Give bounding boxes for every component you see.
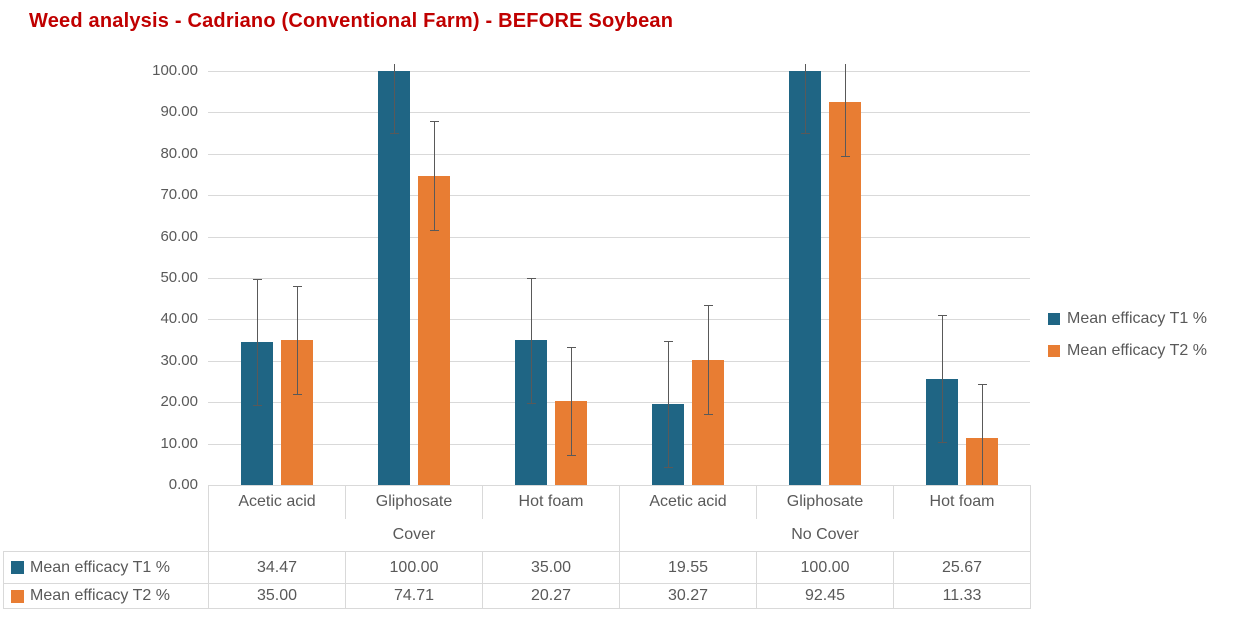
- error-bar: [530, 277, 532, 403]
- error-bar: [433, 121, 435, 231]
- error-bar: [981, 384, 983, 485]
- error-bar-cap: [566, 454, 576, 456]
- error-bar: [707, 305, 709, 415]
- value-cell: 20.27: [482, 583, 620, 609]
- y-axis-tick-label: 60.00: [160, 227, 198, 245]
- error-bar-cap: [292, 394, 302, 396]
- error-bar: [296, 285, 298, 395]
- series-swatch-icon: [11, 589, 24, 603]
- data-table: Acetic acid Gliphosate Hot foam Acetic acid…: [3, 485, 1031, 609]
- error-bar-cap: [663, 341, 673, 343]
- category-header: Gliphosate: [345, 485, 483, 519]
- series-name: Mean efficacy T2 %: [30, 587, 170, 604]
- y-axis-tick-label: 0.00: [168, 476, 198, 493]
- series-row-header: Mean efficacy T1 %: [3, 551, 209, 584]
- error-bar: [804, 64, 806, 134]
- value-cell: 35.00: [482, 551, 620, 584]
- error-bar-cap: [800, 133, 810, 135]
- value-cell: 35.00: [208, 583, 346, 609]
- error-bar-cap: [389, 133, 399, 135]
- error-bar: [667, 341, 669, 467]
- y-axis-tick-label: 40.00: [160, 310, 198, 328]
- value-cell: 30.27: [619, 583, 757, 609]
- value-cell: 100.00: [345, 551, 483, 584]
- series-row-header: Mean efficacy T2 %: [3, 583, 209, 609]
- value-cell: 74.71: [345, 583, 483, 609]
- gridline: [208, 443, 1030, 445]
- group-header: Cover: [208, 518, 620, 552]
- gridline: [208, 195, 1030, 197]
- chart-title: Weed analysis - Cadriano (Conventional F…: [29, 10, 674, 32]
- legend-swatch-icon: [1048, 345, 1060, 357]
- group-header: No Cover: [619, 518, 1031, 552]
- series-name: Mean efficacy T1 %: [30, 558, 170, 576]
- bar-mean-efficacy-t1-: [788, 71, 821, 485]
- error-bar-cap: [703, 414, 713, 416]
- error-bar: [570, 347, 572, 455]
- error-bar: [393, 64, 395, 134]
- legend-label: Mean efficacy T2 %: [1067, 342, 1207, 359]
- error-bar: [941, 315, 943, 443]
- table-corner-blank: [4, 486, 209, 519]
- y-axis-tick-label: 80.00: [160, 144, 198, 162]
- error-bar-cap: [840, 156, 850, 158]
- gridline: [208, 236, 1030, 238]
- value-cell: 92.45: [756, 583, 894, 609]
- gridline: [208, 278, 1030, 279]
- error-bar-cap: [937, 442, 947, 444]
- error-bar-cap: [292, 285, 302, 287]
- y-axis-tick-label: 20.00: [160, 393, 198, 411]
- error-bar-cap: [937, 315, 947, 317]
- value-cell: 25.67: [893, 551, 1031, 584]
- y-axis-tick-label: 90.00: [160, 103, 198, 121]
- error-bar: [256, 279, 258, 406]
- legend-item: Mean efficacy T1 %: [1048, 303, 1207, 335]
- gridline: [208, 153, 1030, 155]
- error-bar: [844, 64, 846, 157]
- error-bar-cap: [429, 230, 439, 232]
- error-bar-cap: [663, 466, 673, 468]
- y-axis-tick-label: 30.00: [160, 351, 198, 369]
- error-bar-cap: [429, 121, 439, 123]
- gridline: [208, 402, 1030, 404]
- y-axis-tick-label: 50.00: [160, 269, 198, 286]
- gridline: [208, 112, 1030, 114]
- category-header: Gliphosate: [756, 485, 894, 519]
- error-bar-cap: [526, 402, 536, 404]
- error-bar-cap: [977, 384, 987, 386]
- table-corner-blank: [4, 519, 209, 552]
- category-header: Hot foam: [482, 485, 620, 519]
- gridline: [208, 360, 1030, 362]
- error-bar-cap: [526, 277, 536, 279]
- value-cell: 100.00: [756, 551, 894, 584]
- error-bar-cap: [566, 347, 576, 349]
- error-bar-cap: [252, 279, 262, 281]
- gridline: [208, 71, 1030, 72]
- y-axis-tick-label: 10.00: [160, 434, 198, 452]
- y-axis-tick-label: 100.00: [152, 62, 198, 79]
- y-axis-tick-label: 70.00: [160, 186, 198, 204]
- legend: Mean efficacy T1 % Mean efficacy T2 %: [1048, 303, 1207, 367]
- legend-item: Mean efficacy T2 %: [1048, 335, 1207, 367]
- legend-swatch-icon: [1048, 313, 1060, 325]
- error-bar-cap: [252, 405, 262, 407]
- legend-label: Mean efficacy T1 %: [1067, 310, 1207, 327]
- series-swatch-icon: [11, 561, 24, 574]
- value-cell: 34.47: [208, 551, 346, 584]
- category-header: Acetic acid: [208, 485, 346, 519]
- bar-mean-efficacy-t2-: [828, 102, 861, 485]
- plot-area: [208, 64, 1030, 485]
- category-header: Acetic acid: [619, 485, 757, 519]
- gridline: [208, 319, 1030, 321]
- error-bar-cap: [703, 305, 713, 307]
- category-header: Hot foam: [893, 485, 1031, 519]
- value-cell: 11.33: [893, 583, 1031, 609]
- value-cell: 19.55: [619, 551, 757, 584]
- bar-mean-efficacy-t1-: [377, 71, 410, 485]
